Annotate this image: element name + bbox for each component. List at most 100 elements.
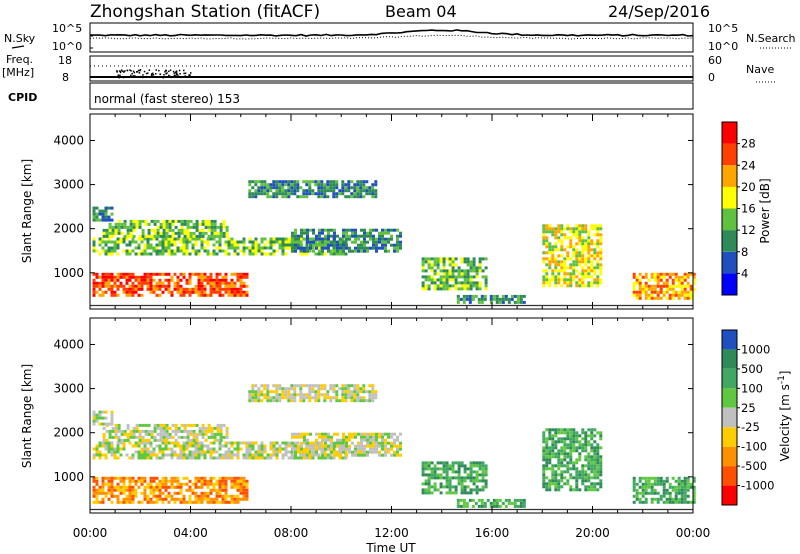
freq-panel [89,55,694,82]
heatmap-cell [317,252,321,256]
heatmap-cell [222,219,226,223]
heatmap-cell [194,441,198,445]
heatmap-cell [545,281,549,285]
heatmap-cell [162,423,166,427]
heatmap-cell [311,246,315,250]
heatmap-cell [197,441,201,445]
heatmap-cell [161,456,165,460]
heatmap-cell [182,272,186,276]
heatmap-cell [542,431,546,435]
heatmap-cell [327,240,330,244]
heatmap-cell [581,431,585,435]
heatmap-cell [463,257,467,261]
heatmap-cell [387,450,390,454]
heatmap-cell [195,228,199,232]
heatmap-cell [143,441,147,445]
heatmap-cell [665,284,669,288]
heatmap-cell [557,224,561,228]
heatmap-cell [348,444,351,448]
heatmap-cell [466,263,470,267]
heatmap-cell [596,452,600,456]
heatmap-cell [436,476,440,480]
heatmap-cell [227,287,231,291]
heatmap-cell [587,242,591,246]
heatmap-cell [575,461,579,465]
heatmap-cell [656,278,660,282]
heatmap-cell [596,254,600,258]
heatmap-cell [317,192,321,196]
heatmap-cell [260,384,264,388]
nsky-tick-bottom: 10^0 [52,40,82,53]
heatmap-cell [156,234,160,238]
heatmap-cell [353,387,357,391]
heatmap-cell [575,242,579,246]
heatmap-cell [122,491,126,495]
heatmap-cell [173,237,177,241]
heatmap-cell [575,467,579,471]
heatmap-cell [445,269,449,273]
heatmap-cell [219,435,223,439]
heatmap-cell [294,447,297,451]
heatmap-cell [221,479,225,483]
heatmap-cell [275,249,279,253]
heatmap-cell [644,281,648,285]
heatmap-cell [263,237,267,241]
heatmap-cell [483,504,487,508]
heatmap-cell [335,183,339,187]
heatmap-cell [269,453,273,457]
heatmap-cell [281,447,285,451]
heatmap-cell [104,422,108,426]
heatmap-cell [260,237,264,241]
heatmap-cell [161,447,165,451]
heatmap-cell [134,441,138,445]
heatmap-cell [137,287,141,291]
heatmap-cell [95,482,99,486]
heatmap-cell [170,290,174,294]
heatmap-cell [260,441,264,445]
heatmap-cell [192,222,196,226]
heatmap-cell [321,444,324,448]
heatmap-cell [371,396,375,400]
power-y-label: Slant Range [km] [20,159,34,263]
heatmap-cell [320,192,324,196]
heatmap-cell [460,479,464,483]
heatmap-cell [548,488,552,492]
heatmap-cell [191,290,195,294]
nsky-panel [89,22,694,53]
heatmap-cell [399,447,402,451]
heatmap-cell [113,284,117,288]
heatmap-cell [239,290,243,294]
heatmap-cell [457,461,461,465]
heatmap-cell [236,243,240,247]
heatmap-cell [584,455,588,459]
heatmap-cell [95,476,99,480]
heatmap-cell [551,260,555,264]
heatmap-cell [557,239,561,243]
heatmap-cell [135,219,139,223]
heatmap-cell [146,287,150,291]
heatmap-cell [122,240,126,244]
heatmap-cell [475,269,479,273]
heatmap-cell [641,494,645,498]
heatmap-cell [469,473,473,477]
heatmap-cell [98,287,102,291]
heatmap-cell [161,249,165,253]
heatmap-cell [375,432,378,436]
heatmap-cell [542,449,546,453]
heatmap-cell [144,219,148,223]
heatmap-cell [122,479,126,483]
heatmap-cell [183,423,187,427]
heatmap-cell [338,252,342,256]
heatmap-cell [128,488,132,492]
heatmap-cell [451,470,455,474]
heatmap-cell [572,461,576,465]
heatmap-cell [363,234,366,238]
heatmap-cell [92,293,96,297]
heatmap-cell [551,278,555,282]
heatmap-cell [347,186,351,190]
heatmap-cell [575,254,579,258]
heatmap-cell [306,441,309,445]
heatmap-cell [182,246,186,250]
heatmap-cell [158,272,162,276]
heatmap-cell [372,432,375,436]
